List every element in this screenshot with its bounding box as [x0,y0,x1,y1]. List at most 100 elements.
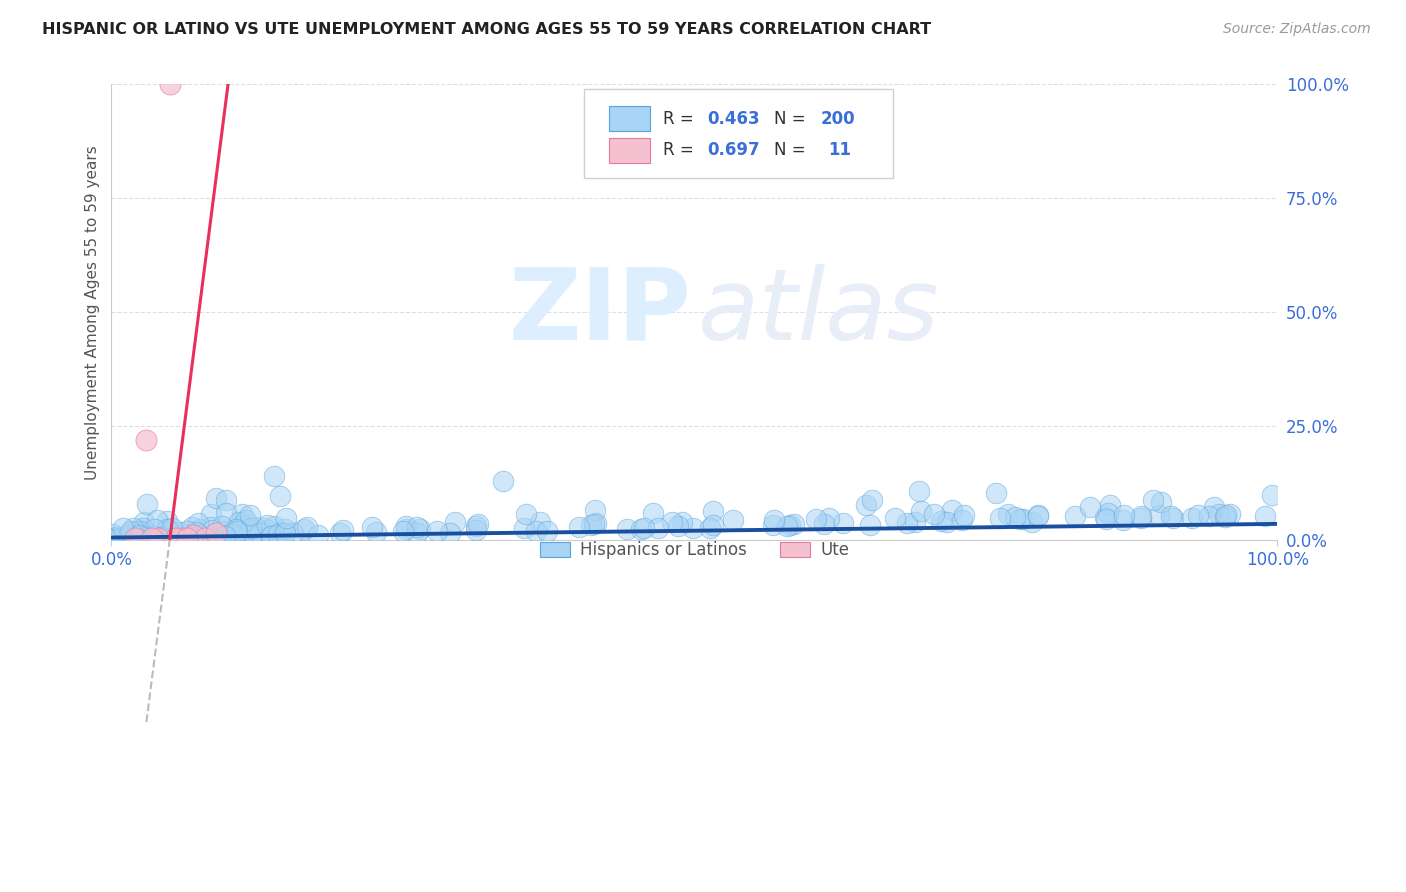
Point [1094,510,1116,524]
Point [813,516,835,531]
Point [682,521,704,535]
Point [145,513,167,527]
Point [165,531,187,545]
Point [127,530,149,544]
Point [156,514,179,528]
FancyBboxPatch shape [583,89,893,178]
Point [104,532,127,546]
Point [194,531,217,545]
Point [1012,512,1035,526]
Point [112,521,135,535]
Point [259,528,281,542]
Point [779,518,801,533]
Point [666,519,689,533]
Point [361,520,384,534]
Point [139,528,162,542]
Point [201,523,224,537]
Point [167,525,190,540]
Point [1219,508,1241,522]
Point [465,519,488,533]
Text: R =: R = [664,110,699,128]
Point [138,531,160,545]
Point [201,529,224,543]
Point [860,492,883,507]
Point [134,529,156,543]
Point [583,503,606,517]
Point [181,530,204,544]
Point [526,524,548,538]
Point [1004,509,1026,524]
Point [332,523,354,537]
Point [212,528,235,542]
Point [157,522,180,536]
Point [762,518,785,533]
Point [269,526,291,541]
Text: N =: N = [773,142,811,160]
FancyBboxPatch shape [609,106,650,131]
Point [135,433,157,447]
Point [409,522,432,536]
Text: ZIP: ZIP [508,264,690,360]
Point [776,518,799,533]
Point [263,518,285,533]
Point [804,512,827,526]
Point [1064,509,1087,524]
Point [186,526,208,541]
Point [1150,495,1173,509]
Point [166,528,188,542]
Point [218,527,240,541]
Point [118,524,141,539]
Point [283,526,305,541]
Point [699,521,721,535]
Point [270,525,292,540]
Point [200,520,222,534]
Point [136,497,159,511]
Point [152,527,174,541]
Point [274,522,297,536]
Point [193,531,215,545]
Point [176,531,198,545]
Point [110,531,132,545]
Point [883,510,905,524]
Point [908,484,931,499]
Point [187,530,209,544]
Point [239,523,262,537]
Point [1147,508,1170,522]
Point [661,515,683,529]
Point [181,525,204,540]
Point [936,515,959,529]
Point [395,522,418,536]
Point [702,504,724,518]
Point [193,530,215,544]
FancyBboxPatch shape [609,138,650,163]
Point [439,525,461,540]
Text: 0.697: 0.697 [707,142,759,160]
Text: atlas: atlas [697,264,939,360]
Point [240,521,263,535]
Point [465,523,488,537]
Point [984,486,1007,500]
Point [1112,513,1135,527]
Point [616,522,638,536]
Point [633,521,655,535]
Point [395,519,418,533]
Point [910,504,932,518]
Point [952,513,974,527]
Point [307,528,329,542]
Point [170,531,193,545]
Point [1181,511,1204,525]
Point [783,516,806,531]
Point [184,524,207,539]
Point [647,521,669,535]
Point [118,527,141,541]
Point [922,507,945,521]
Point [243,519,266,533]
Point [263,469,285,483]
Point [181,528,204,542]
Point [239,508,262,522]
Point [630,522,652,536]
Point [159,78,181,92]
Point [443,515,465,529]
Point [228,515,250,529]
Text: N =: N = [773,110,811,128]
